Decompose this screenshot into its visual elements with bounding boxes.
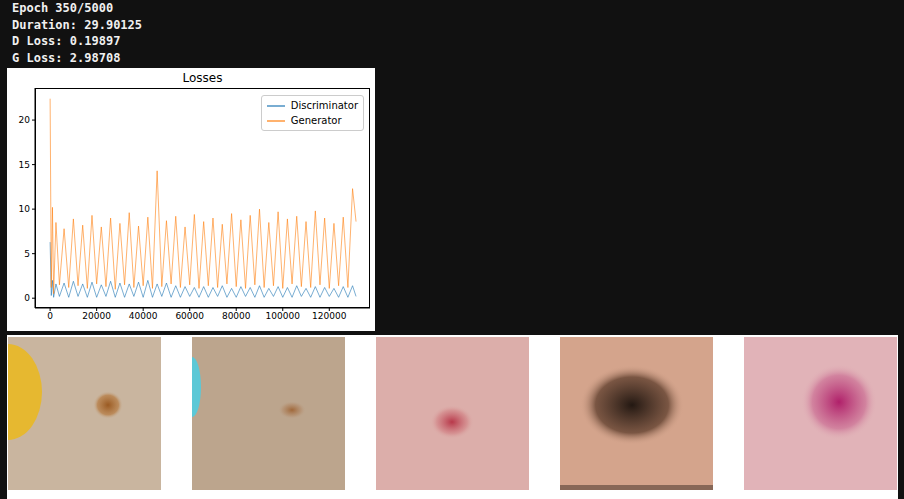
html-text:Duration: 29.90125: Duration: 29.90125 (12, 17, 142, 32)
html-text:Epoch 350/5000: Epoch 350/5000 (12, 1, 114, 15)
html-text:Discriminator: Discriminator (290, 100, 358, 111)
svg-text:20: 20 (19, 115, 31, 125)
html-text:D Loss: 0.19897: D Loss: 0.19897 (12, 34, 121, 48)
svg-text:0: 0 (24, 293, 30, 303)
svg-text:60000: 60000 (175, 311, 204, 321)
html-text:Losses: Losses (182, 71, 223, 85)
svg-text:120000: 120000 (312, 311, 347, 321)
svg-text:100000: 100000 (266, 311, 301, 321)
svg-text:15: 15 (19, 160, 30, 170)
svg-text:80000: 80000 (222, 311, 251, 321)
svg-text:20000: 20000 (82, 311, 111, 321)
svg-text:5: 5 (24, 249, 30, 259)
svg-text:10: 10 (19, 204, 31, 214)
html-text:Generator: Generator (290, 115, 342, 126)
svg-text:40000: 40000 (129, 311, 158, 321)
html-text:G Loss: 2.98708: G Loss: 2.98708 (12, 50, 121, 65)
svg-text:0: 0 (47, 311, 53, 321)
